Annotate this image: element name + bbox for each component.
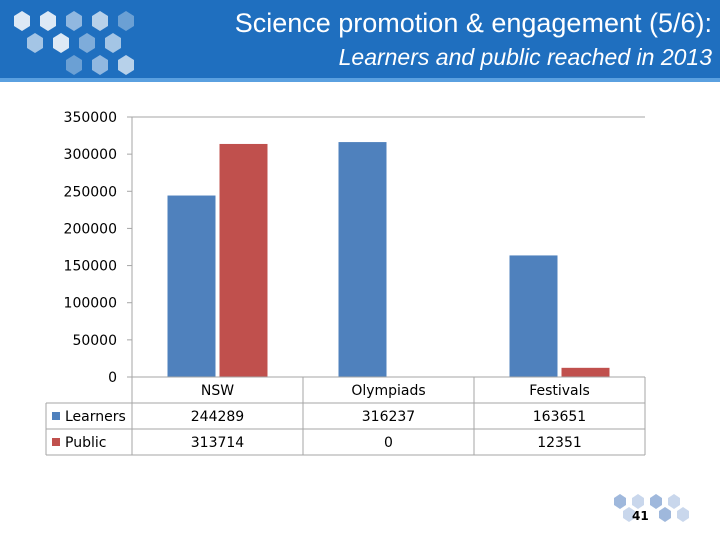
bar-learners-nsw	[167, 195, 216, 377]
y-tick-label: 200000	[64, 221, 117, 237]
legend-key-learners	[52, 412, 60, 420]
legend-label-learners: Learners	[65, 409, 126, 425]
y-tick-label: 300000	[64, 147, 117, 163]
y-tick-label: 150000	[64, 259, 117, 275]
table-value: 244289	[191, 409, 244, 425]
y-tick-label: 50000	[72, 333, 117, 349]
hexagon-pattern-icon	[14, 11, 134, 75]
header-strip	[0, 78, 720, 82]
table-value: 0	[384, 435, 393, 451]
table-value: 316237	[362, 409, 415, 425]
y-tick-label: 0	[108, 370, 117, 386]
y-tick-label: 250000	[64, 184, 117, 200]
legend-label-public: Public	[65, 435, 106, 451]
slide-number: 41	[632, 509, 649, 523]
table-value: 313714	[191, 435, 245, 451]
y-tick-label: 100000	[64, 296, 117, 312]
page-title: Science promotion & engagement (5/6):	[234, 8, 712, 38]
page-subtitle: Learners and public reached in 2013	[338, 44, 712, 70]
footer-hexagon-icon	[614, 494, 689, 522]
category-label: NSW	[201, 383, 234, 399]
legend-key-public	[52, 438, 60, 446]
y-tick-label: 350000	[64, 110, 117, 126]
table-value: 12351	[537, 435, 582, 451]
category-label: Olympiads	[351, 383, 425, 399]
bar-learners-olympiads	[338, 142, 387, 377]
bar-learners-festivals	[509, 255, 558, 377]
bar-public-nsw	[219, 143, 268, 377]
category-label: Festivals	[529, 383, 590, 399]
bar-public-festivals	[561, 367, 610, 377]
table-value: 163651	[533, 409, 586, 425]
